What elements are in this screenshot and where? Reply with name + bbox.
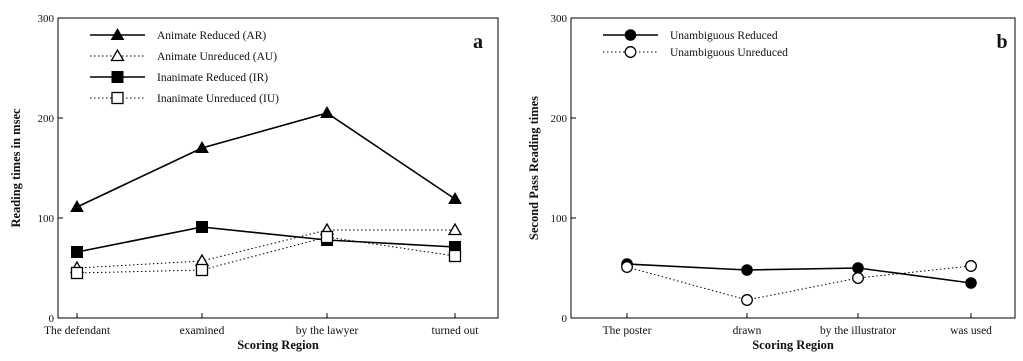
- legend-marker: [110, 48, 125, 62]
- x-tick-label: by the illustrator: [820, 325, 896, 337]
- data-point: [448, 249, 462, 263]
- panel-letter: b: [996, 31, 1007, 53]
- data-point: [741, 294, 753, 306]
- data-point: [965, 260, 977, 272]
- y-axis-label: Second Pass Reading times: [527, 96, 541, 240]
- series-line: [76, 226, 456, 253]
- y-axis-label: Reading times in msec: [9, 108, 23, 228]
- data-point: [965, 277, 977, 289]
- series-line: [626, 263, 972, 284]
- x-axis-label: Scoring Region: [752, 338, 834, 352]
- plot-frame: [570, 17, 1016, 319]
- y-tick-label: 200: [38, 113, 55, 125]
- x-axis-label: Scoring Region: [237, 338, 319, 352]
- legend-entry: Unambiguous Unreduced: [670, 47, 788, 59]
- y-tick-label: 300: [38, 13, 55, 25]
- data-point: [448, 191, 462, 204]
- y-tick-label: 200: [551, 113, 568, 125]
- series-line: [76, 236, 456, 274]
- data-point: [852, 272, 864, 284]
- y-tick-label: 0: [562, 313, 568, 325]
- y-tick-label: 100: [551, 213, 568, 225]
- chart-panel-a: 0 100 200 300 The defendant examined by the la…: [9, 13, 499, 352]
- legend-entry: Animate Reduced (AR): [157, 30, 266, 42]
- legend-entry: Unambiguous Reduced: [670, 30, 778, 42]
- data-point: [852, 262, 864, 274]
- x-tick-label: drawn: [733, 325, 762, 337]
- y-tick-label: 300: [551, 13, 568, 25]
- data-point: [621, 261, 633, 273]
- data-point: [71, 246, 83, 258]
- x-tick-label: The poster: [603, 325, 652, 337]
- legend-marker: [111, 71, 124, 83]
- data-point: [70, 199, 84, 212]
- chart-panel-b: 0 100 200 300 The poster drawn by the illustra…: [527, 13, 1016, 352]
- data-point: [196, 221, 208, 233]
- legend-entry: Inanimate Reduced (IR): [157, 72, 268, 84]
- legend-marker: [110, 27, 125, 40]
- legend-entry: Animate Unreduced (AU): [157, 51, 277, 63]
- data-point: [447, 222, 463, 236]
- x-tick-label: turned out: [432, 325, 480, 337]
- x-tick-label: examined: [180, 325, 225, 337]
- legend-marker: [111, 91, 124, 105]
- series-line: [76, 229, 455, 269]
- series-line: [76, 112, 456, 208]
- data-point: [70, 266, 84, 280]
- y-tick-label: 100: [38, 213, 55, 225]
- legend-marker: [624, 29, 637, 41]
- plot-frame: [57, 17, 499, 319]
- x-tick-label: by the lawyer: [296, 325, 359, 337]
- y-tick-label: 0: [49, 313, 55, 325]
- x-tick-label: was used: [950, 325, 992, 337]
- data-point: [195, 140, 209, 153]
- legend-entry: Inanimate Unreduced (IU): [157, 93, 279, 105]
- data-point: [320, 230, 334, 244]
- x-tick-label: The defendant: [44, 325, 111, 337]
- panel-letter: a: [473, 31, 483, 53]
- legend-marker: [624, 46, 637, 58]
- data-point: [741, 264, 753, 276]
- series-line: [626, 265, 972, 301]
- data-point: [320, 105, 334, 118]
- data-point: [195, 263, 209, 277]
